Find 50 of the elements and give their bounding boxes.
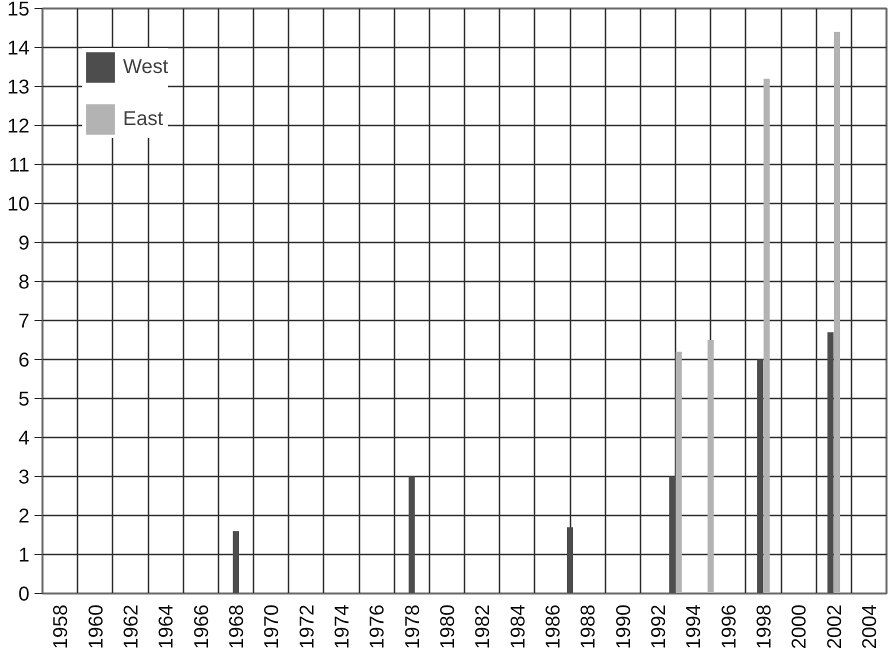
y-tick-label: 12 bbox=[7, 116, 30, 138]
y-tick-label: 10 bbox=[7, 194, 30, 216]
y-tick-label: 6 bbox=[18, 350, 30, 372]
bar bbox=[676, 352, 682, 594]
y-tick-label: 4 bbox=[18, 428, 30, 450]
y-tick-label: 2 bbox=[18, 506, 30, 528]
x-tick-label: 1970 bbox=[261, 604, 284, 649]
bar bbox=[408, 476, 415, 594]
y-tick-label: 13 bbox=[7, 76, 30, 98]
bar bbox=[764, 78, 770, 594]
y-tick-label: 14 bbox=[7, 38, 30, 60]
y-tick-label: 15 bbox=[7, 0, 30, 20]
x-tick-label: 1998 bbox=[753, 604, 776, 649]
y-tick-label: 5 bbox=[18, 388, 30, 410]
x-tick-label: 1974 bbox=[331, 604, 354, 649]
bar bbox=[757, 360, 764, 594]
x-tick-label: 2000 bbox=[788, 604, 811, 649]
x-tick-label: 1984 bbox=[507, 604, 530, 649]
x-tick-label: 1966 bbox=[190, 604, 213, 649]
y-tick-label: 9 bbox=[18, 232, 30, 254]
y-tick-label: 0 bbox=[18, 584, 30, 606]
y-tick-label: 8 bbox=[18, 272, 30, 294]
x-tick-label: 1964 bbox=[156, 604, 178, 649]
x-tick-label: 1996 bbox=[718, 604, 740, 649]
x-tick-label: 1980 bbox=[436, 604, 459, 649]
x-tick-label: 1960 bbox=[85, 604, 108, 649]
x-tick-label: 1958 bbox=[50, 604, 72, 649]
x-tick-label: 2002 bbox=[824, 604, 846, 649]
bar bbox=[834, 32, 840, 594]
x-tick-label: 1982 bbox=[472, 604, 494, 649]
x-tick-label: 1990 bbox=[612, 604, 635, 649]
x-tick-label: 1962 bbox=[120, 604, 142, 649]
x-tick-label: 2004 bbox=[858, 604, 881, 649]
x-tick-label: 1978 bbox=[402, 604, 424, 649]
x-tick-label: 1992 bbox=[648, 604, 670, 649]
y-tick-label: 7 bbox=[18, 310, 30, 332]
y-tick-label: 1 bbox=[18, 544, 30, 566]
bar bbox=[669, 476, 676, 594]
x-tick-label: 1994 bbox=[683, 604, 706, 649]
legend-label: East bbox=[123, 108, 164, 130]
legend-label: West bbox=[123, 56, 168, 78]
y-tick-label: 11 bbox=[8, 154, 30, 176]
bar bbox=[827, 332, 834, 594]
x-tick-label: 1976 bbox=[366, 604, 389, 649]
x-tick-label: 1968 bbox=[226, 604, 248, 649]
x-tick-label: 1988 bbox=[578, 604, 600, 649]
x-tick-label: 1972 bbox=[296, 604, 318, 649]
y-tick-label: 3 bbox=[18, 466, 30, 488]
x-tick-label: 1986 bbox=[542, 604, 564, 649]
bar bbox=[232, 531, 239, 594]
